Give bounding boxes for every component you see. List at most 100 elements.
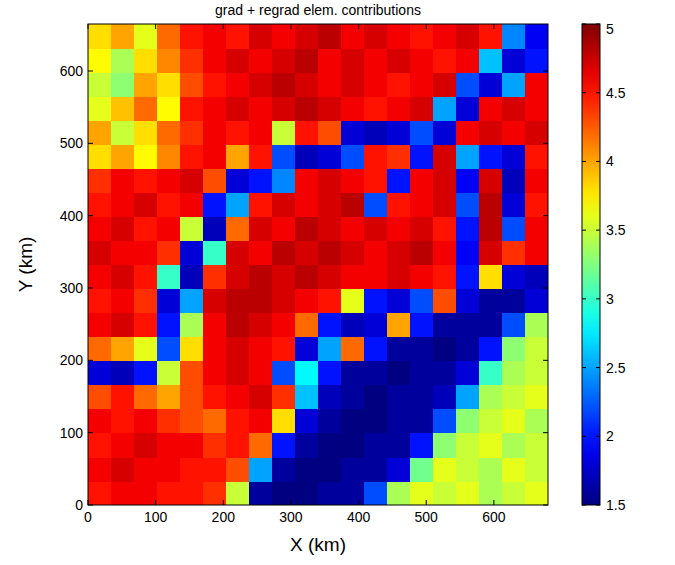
heatmap-cell: [134, 72, 158, 97]
heatmap-cell: [318, 216, 342, 241]
colorbar-tick: [596, 92, 600, 93]
heatmap-cell: [249, 313, 273, 338]
y-tick: [543, 143, 548, 144]
heatmap-cell: [502, 72, 526, 97]
heatmap-cell: [479, 240, 503, 265]
heatmap-cell: [318, 48, 342, 73]
heatmap-cell: [525, 433, 548, 458]
heatmap-cell: [433, 481, 457, 505]
heatmap-cell: [387, 24, 411, 49]
heatmap-cell: [341, 144, 365, 169]
heatmap-cell: [525, 24, 548, 49]
y-tick: [543, 360, 548, 361]
chart-title: grad + regrad elem. contributions: [215, 2, 421, 18]
x-tick: [223, 500, 224, 505]
heatmap-cell: [226, 48, 250, 73]
heatmap-cell: [479, 216, 503, 241]
x-tick-label: 500: [415, 509, 439, 525]
x-tick: [290, 24, 291, 29]
heatmap-cell: [456, 96, 480, 121]
heatmap-cell: [226, 96, 250, 121]
heatmap-cell: [318, 289, 342, 314]
y-tick: [543, 215, 548, 216]
heatmap-cell: [157, 24, 181, 49]
heatmap-cell: [410, 433, 434, 458]
y-tick-label: 0: [75, 497, 83, 513]
heatmap-cell: [203, 120, 227, 145]
heatmap-cell: [318, 337, 342, 362]
heatmap-cell: [157, 120, 181, 145]
heatmap-cell: [249, 216, 273, 241]
heatmap-cell: [88, 385, 112, 410]
heatmap-cell: [318, 192, 342, 217]
heatmap-cell: [387, 192, 411, 217]
heatmap-cell: [111, 313, 135, 338]
heatmap-cell: [249, 168, 273, 193]
heatmap-cell: [456, 481, 480, 505]
heatmap-cell: [180, 48, 204, 73]
y-tick: [543, 505, 548, 506]
heatmap-cell: [226, 385, 250, 410]
heatmap-cells: [88, 24, 548, 505]
y-tick-label: 500: [60, 135, 84, 151]
heatmap-cell: [157, 144, 181, 169]
heatmap-cell: [410, 385, 434, 410]
heatmap-cell: [502, 96, 526, 121]
heatmap-cell: [111, 361, 135, 386]
heatmap-cell: [203, 433, 227, 458]
heatmap-cell: [272, 120, 296, 145]
heatmap-cell: [410, 361, 434, 386]
heatmap-cell: [479, 313, 503, 338]
heatmap-cell: [341, 120, 365, 145]
heatmap-cell: [272, 313, 296, 338]
heatmap-cell: [525, 457, 548, 482]
heatmap-cell: [157, 481, 181, 505]
heatmap-cell: [479, 385, 503, 410]
heatmap-cell: [387, 48, 411, 73]
heatmap-cell: [203, 168, 227, 193]
heatmap-cell: [387, 120, 411, 145]
heatmap-cell: [387, 481, 411, 505]
heatmap-cell: [180, 192, 204, 217]
heatmap-cell: [203, 240, 227, 265]
heatmap-cell: [295, 168, 319, 193]
heatmap-cell: [203, 385, 227, 410]
heatmap-cell: [134, 264, 158, 289]
heatmap-cell: [387, 361, 411, 386]
heatmap-cell: [410, 216, 434, 241]
heatmap-cell: [157, 361, 181, 386]
heatmap-cell: [456, 313, 480, 338]
heatmap-cell: [479, 192, 503, 217]
heatmap-cell: [111, 120, 135, 145]
heatmap-cell: [226, 457, 250, 482]
heatmap-cell: [341, 385, 365, 410]
colorbar-tick-label: 4: [606, 153, 614, 169]
heatmap-cell: [111, 385, 135, 410]
heatmap-cell: [203, 96, 227, 121]
colorbar-tick: [596, 24, 600, 25]
colorbar-tick-label: 1.5: [606, 497, 626, 513]
colorbar-tick: [582, 161, 586, 162]
heatmap-cell: [456, 289, 480, 314]
heatmap-cell: [318, 96, 342, 121]
heatmap-cell: [387, 144, 411, 169]
heatmap-cell: [272, 361, 296, 386]
heatmap-cell: [88, 433, 112, 458]
y-tick: [543, 71, 548, 72]
heatmap-cell: [88, 289, 112, 314]
heatmap-cell: [525, 337, 548, 362]
y-tick-label: 300: [60, 280, 84, 296]
heatmap-cell: [88, 240, 112, 265]
heatmap-cell: [203, 192, 227, 217]
heatmap-cell: [157, 48, 181, 73]
heatmap-cell: [88, 192, 112, 217]
heatmap-cell: [387, 264, 411, 289]
heatmap-cell: [341, 168, 365, 193]
heatmap-cell: [157, 337, 181, 362]
heatmap-cell: [502, 264, 526, 289]
y-tick: [543, 432, 548, 433]
colorbar-tick-label: 2: [606, 428, 614, 444]
heatmap-cell: [249, 457, 273, 482]
heatmap-cell: [433, 72, 457, 97]
heatmap-cell: [410, 24, 434, 49]
